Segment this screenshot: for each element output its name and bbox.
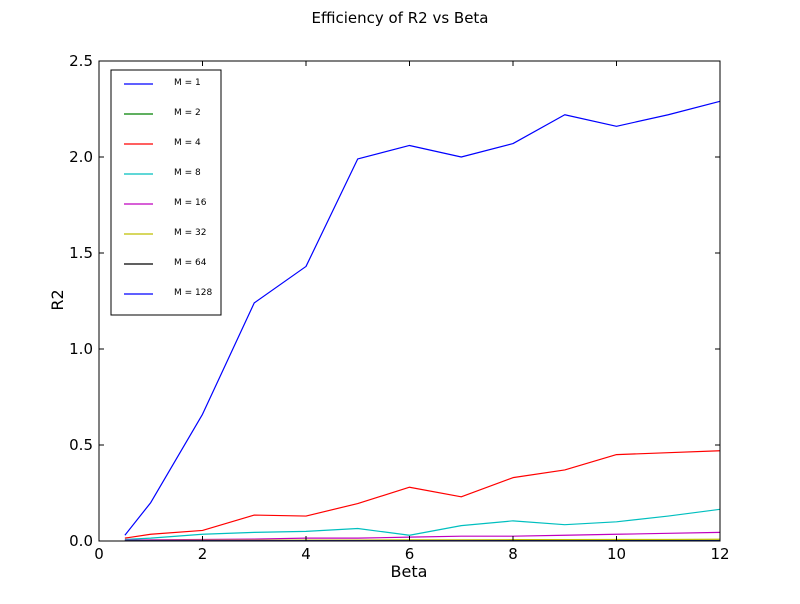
x-axis-label: Beta: [391, 562, 428, 581]
x-tick-label: 2: [198, 545, 208, 563]
y-tick-label: 0.0: [69, 532, 93, 550]
legend-label: M = 64: [174, 258, 207, 268]
y-tick-label: 1.5: [69, 244, 93, 262]
legend-label: M = 16: [174, 198, 207, 208]
y-tick-label: 1.0: [69, 340, 93, 358]
legend-label: M = 8: [174, 168, 201, 178]
legend-label: M = 32: [174, 228, 206, 238]
y-tick-label: 2.5: [69, 52, 93, 70]
y-tick-label: 2.0: [69, 148, 93, 166]
y-tick-label: 0.5: [69, 436, 93, 454]
series-line-1: [124, 100, 721, 536]
y-axis-label: R2: [48, 289, 67, 310]
plot-area: 0 2 4 6 8 10 120.00.51.01.52.02.5M = 1M = 2M =…: [69, 52, 729, 563]
x-tick-label: 10: [607, 545, 626, 563]
legend-box: [110, 69, 222, 316]
legend-label: M = 2: [174, 108, 201, 118]
legend-label: M = 128: [174, 288, 212, 298]
x-tick-label: 8: [508, 545, 518, 563]
chart-title: Efficiency of R2 vs Beta: [311, 9, 488, 27]
x-tick-label: 12: [710, 545, 729, 563]
series-line-4: [124, 508, 721, 541]
legend: M = 1 M = 2 M = 4 M = 8 M = 16 M = 32 M = 64 M …: [110, 69, 222, 316]
legend-label: M = 4: [174, 138, 201, 148]
x-tick-label: 6: [405, 545, 415, 563]
series-line-3: [124, 450, 721, 539]
legend-label: M = 1: [174, 78, 201, 88]
x-tick-label: 4: [301, 545, 311, 563]
x-tick-label: 0: [94, 545, 104, 563]
